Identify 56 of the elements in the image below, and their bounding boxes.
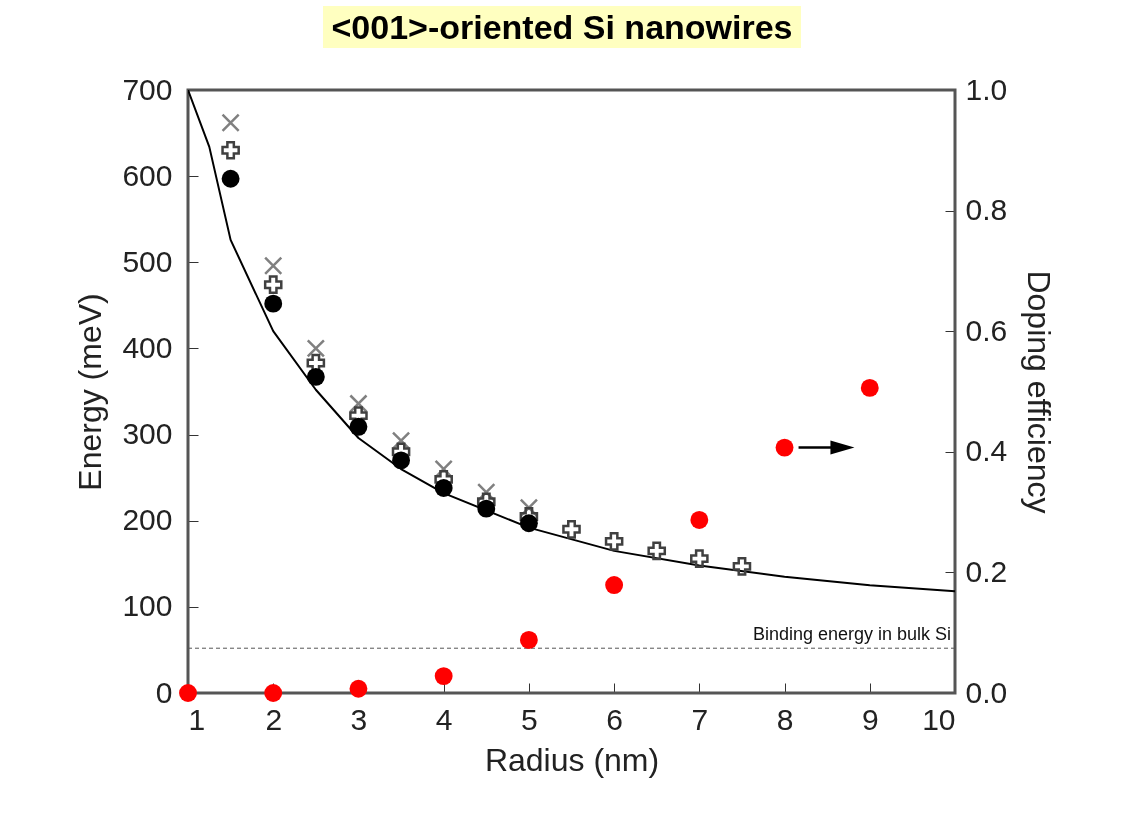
y-tick-label: 600 (122, 158, 173, 192)
point (221, 113, 240, 133)
point (732, 557, 752, 576)
point (562, 520, 581, 539)
y-tick-label: 400 (122, 330, 173, 364)
point (264, 684, 283, 702)
x-tick-label: 2 (265, 702, 283, 736)
point (477, 499, 496, 518)
y2-tick-label: 1.0 (965, 72, 1008, 106)
point (860, 378, 879, 397)
point (604, 532, 624, 551)
y-tick-label: 300 (122, 417, 173, 451)
y2-tick-label: 0.4 (965, 434, 1008, 468)
point (263, 256, 283, 276)
y2-tick-label: 0.2 (965, 554, 1008, 588)
y-tick-label: 700 (122, 72, 173, 106)
point (221, 169, 240, 188)
point (434, 479, 453, 497)
x-tick-label: 8 (776, 702, 794, 736)
point (690, 511, 709, 529)
y2-tick-label: 0.8 (965, 193, 1008, 227)
y2-tick-label: 0.6 (965, 313, 1008, 347)
point (519, 514, 538, 533)
point (519, 631, 538, 649)
point (221, 140, 240, 160)
point (392, 451, 410, 470)
point (775, 438, 794, 457)
point (179, 684, 197, 702)
point (605, 576, 624, 594)
y2-tick-label: 0.0 (965, 675, 1008, 709)
point (434, 667, 453, 686)
point (306, 367, 325, 386)
y-tick-label: 0 (155, 675, 173, 709)
point (349, 679, 368, 698)
x-tick-label: 1 (188, 702, 206, 736)
y-axis-title: Energy (meV) (72, 293, 109, 491)
point (263, 275, 283, 294)
point (349, 417, 368, 436)
line-series (188, 90, 955, 593)
chart-title: <001>-oriented Si nanowires (323, 6, 801, 48)
x-tick-label: 4 (435, 702, 453, 736)
x-tick-label: 10 (922, 702, 956, 736)
x-tick-label: 9 (861, 702, 879, 736)
x-tick-label: 7 (691, 702, 709, 736)
x-axis-title: Radius (nm) (484, 741, 660, 778)
point (264, 294, 283, 313)
point (647, 541, 667, 561)
y-tick-label: 100 (122, 589, 173, 623)
point (690, 549, 709, 568)
x-tick-label: 6 (606, 702, 623, 736)
y-tick-label: 200 (122, 503, 173, 537)
y-tick-label: 500 (122, 244, 173, 278)
ref-line-label: Binding energy in bulk Si (752, 624, 951, 645)
x-tick-label: 3 (350, 702, 368, 736)
x-tick-label: 5 (521, 702, 538, 736)
y2-axis-title: Doping efficiency (1021, 270, 1058, 514)
